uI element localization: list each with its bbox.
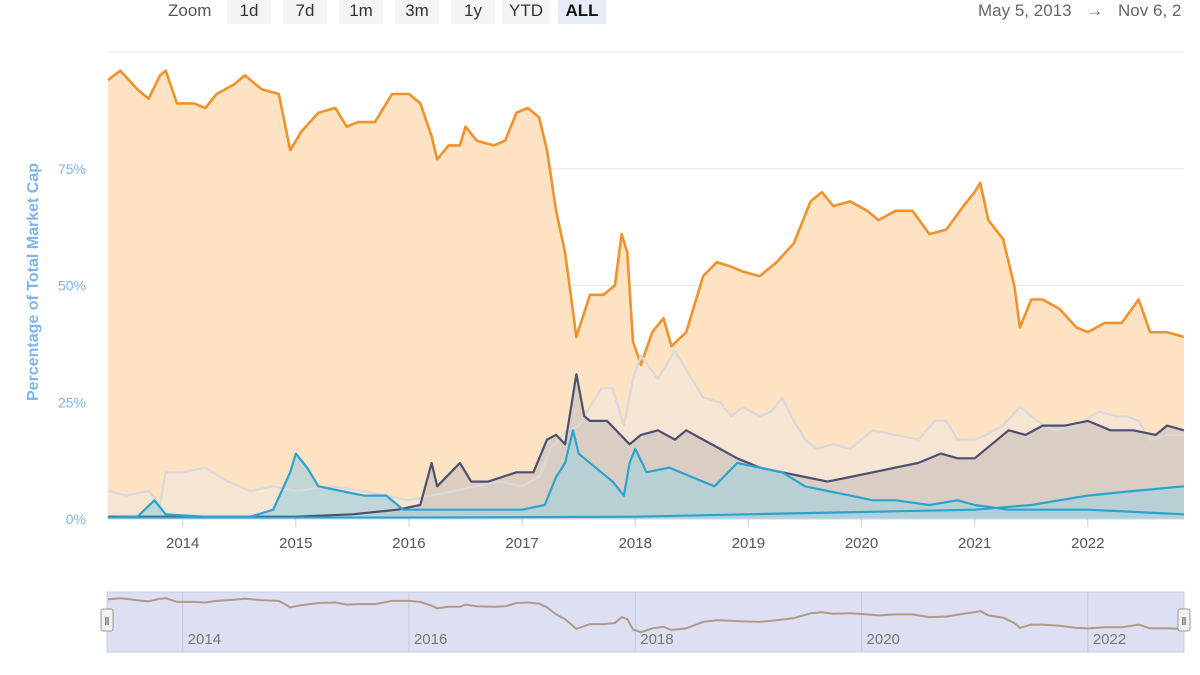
x-tick-label: 2016	[392, 535, 425, 552]
series-area-altcoins-minor-	[108, 486, 1184, 519]
zoom-all-button[interactable]: ALL	[558, 0, 606, 24]
navigator-window[interactable]	[106, 591, 1185, 653]
navigator-right-handle[interactable]: Ⅱ	[1177, 608, 1191, 632]
navigator-grid	[182, 592, 1089, 652]
series-line-ethereum[interactable]	[107, 349, 1184, 507]
range-selector: Zoom 1d 7d 1m 3m 1y YTD ALL May 5, 2013 …	[0, 0, 1200, 28]
y-axis-ticks: 0% 25% 50% 75%	[58, 161, 86, 527]
series-area-tether	[108, 430, 1184, 519]
navigator-label: 2020	[867, 631, 900, 648]
x-tick-label: 2017	[505, 535, 538, 552]
navigator-right-handle-icon: Ⅱ	[1181, 616, 1186, 628]
date-range-from[interactable]: May 5, 2013	[978, 1, 1072, 20]
x-tick-label: 2020	[845, 535, 878, 552]
navigator-label: 2016	[414, 631, 447, 648]
navigator[interactable]: 2014 2016 2018 2020 2022 Ⅱ Ⅱ	[100, 591, 1191, 653]
navigator-label: 2022	[1093, 631, 1126, 648]
navigator-label: 2014	[188, 631, 221, 648]
series-line-bitcoin[interactable]	[107, 69, 1185, 367]
y-axis-title: Percentage of Total Market Cap	[25, 163, 42, 401]
y-tick-label: 50%	[58, 278, 86, 294]
navigator-left-handle-icon: Ⅱ	[104, 616, 109, 628]
zoom-3m-button[interactable]: 3m	[395, 0, 439, 24]
x-tick-label: 2019	[732, 535, 765, 552]
series-line-others[interactable]	[108, 373, 1185, 518]
zoom-7d-button[interactable]: 7d	[283, 0, 327, 24]
x-tick-label: 2021	[958, 535, 991, 552]
date-range-arrow: →	[1086, 1, 1104, 20]
navigator-labels: 2014 2016 2018 2020 2022	[188, 631, 1127, 648]
zoom-ytd-button[interactable]: YTD	[502, 0, 550, 24]
series-line-tether[interactable]	[107, 429, 1185, 519]
series-lines	[107, 69, 1185, 520]
y-tick-label: 75%	[58, 161, 86, 177]
navigator-series-line	[107, 597, 1185, 634]
zoom-1y-button[interactable]: 1y	[451, 0, 495, 24]
navigator-label: 2018	[640, 631, 673, 648]
navigator-left-handle[interactable]: Ⅱ	[100, 608, 114, 632]
y-tick-label: 25%	[58, 394, 86, 410]
x-tick-label: 2022	[1071, 535, 1104, 552]
x-tick-label: 2018	[619, 535, 652, 552]
series-area-bitcoin	[108, 70, 1184, 519]
zoom-1d-button[interactable]: 1d	[227, 0, 271, 24]
series-areas	[108, 70, 1184, 519]
zoom-1m-button[interactable]: 1m	[339, 0, 383, 24]
series-line-altcoins-minor-[interactable]	[108, 485, 1185, 519]
x-tick-label: 2014	[166, 535, 199, 552]
series-area-others	[108, 374, 1184, 519]
date-range-to[interactable]: Nov 6, 2	[1118, 1, 1182, 20]
y-tick-label: 0%	[66, 511, 86, 527]
date-range: May 5, 2013 → Nov 6, 2	[978, 1, 1181, 21]
x-axis-ticks: 2014 2015 2016 2017 2018 2019 2020 2021 2022	[166, 519, 1105, 552]
zoom-label: Zoom	[168, 1, 212, 20]
x-tick-label: 2015	[279, 535, 312, 552]
